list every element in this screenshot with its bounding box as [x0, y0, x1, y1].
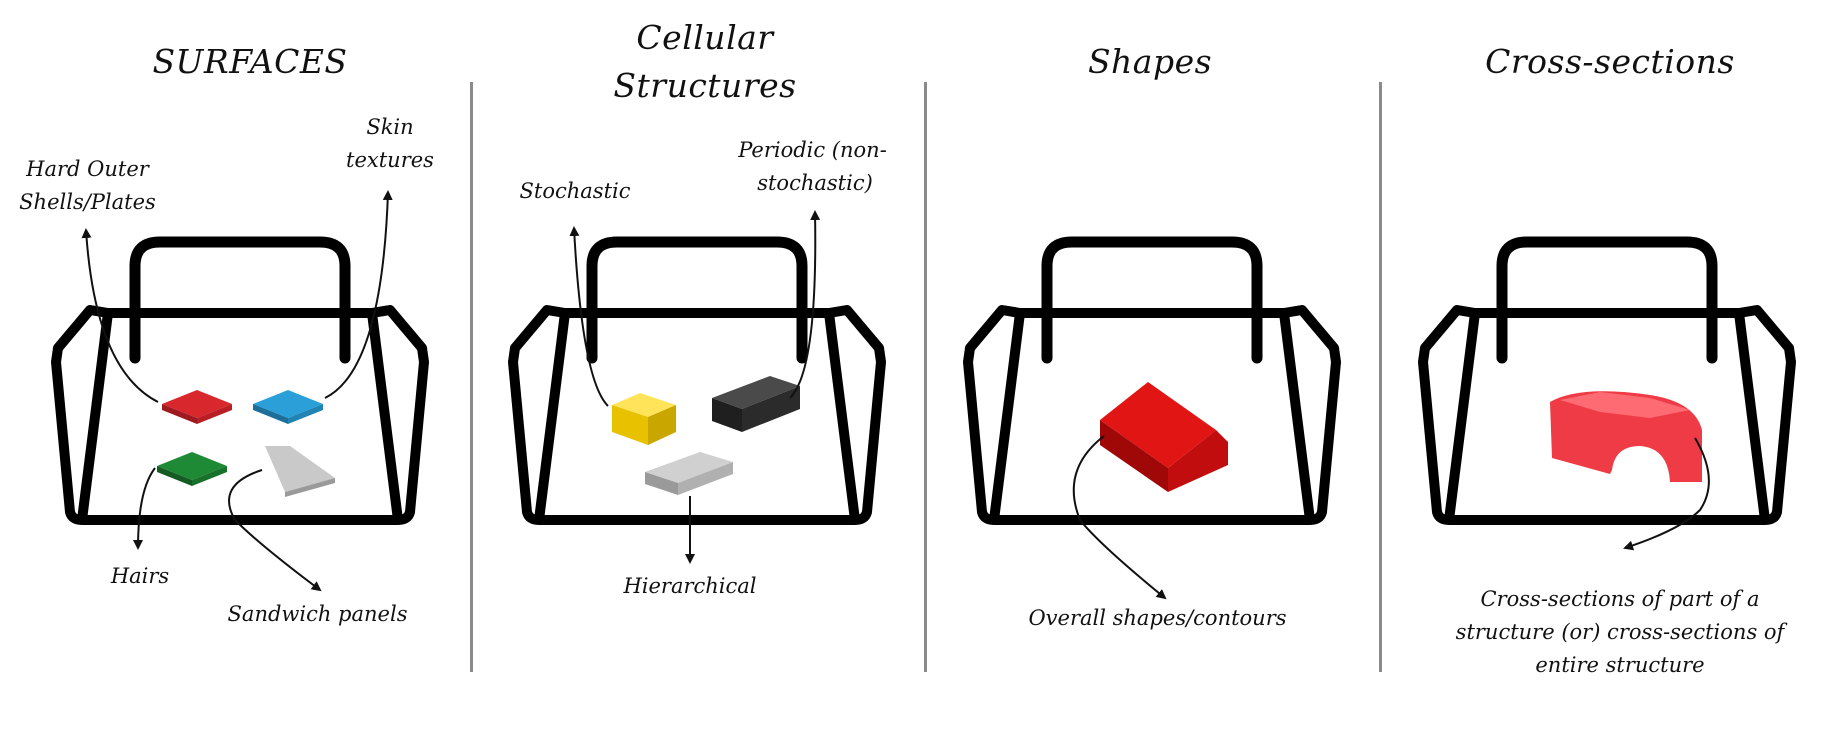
label-hierarchical: Hierarchical: [623, 574, 757, 598]
bag-icon: [56, 242, 424, 520]
label-cross-sections-line2: structure (or) cross-sections of: [1455, 620, 1785, 644]
blue-plate-icon: [253, 390, 323, 424]
black-brick-icon: [712, 376, 800, 432]
label-hairs: Hairs: [110, 564, 170, 588]
red-slope-brick-icon: [1100, 382, 1228, 492]
arrow-stochastic: [569, 226, 609, 407]
label-periodic-line2: stochastic): [757, 171, 873, 195]
label-hard-outer-line2: Shells/Plates: [19, 190, 156, 214]
label-cross-sections-line1: Cross-sections of part of a: [1480, 587, 1760, 611]
panel-title-surfaces: SURFACES: [152, 42, 348, 81]
panel-divider: [924, 82, 927, 672]
gray-brick-icon: [645, 452, 733, 495]
arrow-cross-sections: [1623, 437, 1710, 551]
label-overall-shapes: Overall shapes/contours: [1028, 606, 1287, 630]
panel-title-shapes: Shapes: [1087, 42, 1213, 81]
label-cross-sections-line3: entire structure: [1535, 653, 1705, 677]
label-skin-line2: textures: [346, 148, 434, 172]
label-stochastic: Stochastic: [519, 179, 631, 203]
label-periodic-line1: Periodic (non-: [738, 138, 887, 162]
panel-divider: [1379, 82, 1382, 672]
panel-divider: [470, 82, 473, 672]
arrow-hard-outer: [81, 228, 159, 403]
arrow-overall-shapes: [1072, 435, 1167, 600]
red-arch-brick-icon: [1550, 391, 1702, 482]
arrow-sandwich: [228, 469, 322, 592]
red-plate-icon: [162, 390, 232, 424]
gray-plate-icon: [265, 446, 335, 497]
panel-title-cellular-line2: Structures: [613, 66, 797, 105]
panel-title-cellular-line1: Cellular: [636, 18, 774, 57]
arrow-skin: [324, 190, 393, 399]
arrow-hairs: [133, 467, 156, 550]
label-sandwich-panels: Sandwich panels: [227, 602, 408, 626]
label-skin-line1: Skin: [366, 115, 414, 139]
yellow-brick-icon: [612, 393, 676, 445]
arrow-periodic: [789, 210, 821, 399]
bag-icon: [1423, 242, 1791, 520]
panel-title-cross-sections: Cross-sections: [1485, 42, 1735, 81]
label-hard-outer-line1: Hard Outer: [26, 157, 149, 181]
green-plate-icon: [157, 452, 227, 486]
